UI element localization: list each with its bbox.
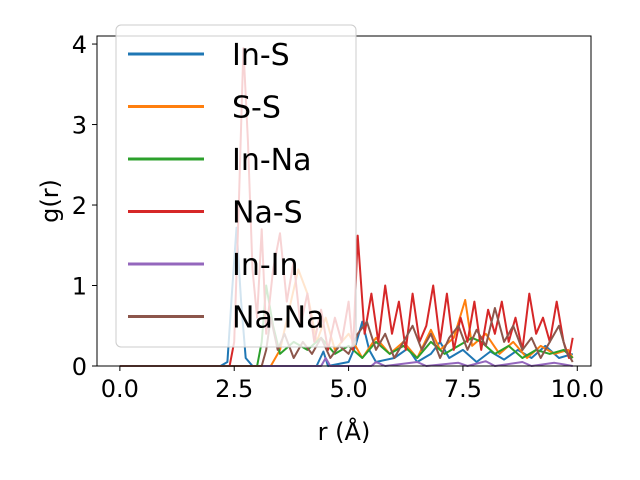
x-tick-label: 2.5 — [215, 375, 253, 403]
series-line-na-na — [119, 307, 574, 367]
legend-label-in-na: In-Na — [232, 143, 312, 178]
x-tick-label: 10.0 — [551, 375, 604, 403]
y-tick-label: 1 — [72, 273, 87, 301]
x-tick-label: 0.0 — [101, 375, 139, 403]
x-axis-label: r (Å) — [318, 417, 371, 446]
legend: In-S S-S In-Na Na-S In-In Na-Na — [115, 24, 357, 348]
y-tick-label: 4 — [72, 31, 87, 59]
y-axis-label: g(r) — [36, 179, 64, 223]
y-tick-label: 3 — [72, 112, 87, 140]
legend-label-in-s: In-S — [232, 38, 290, 73]
x-tick-label: 7.5 — [444, 375, 482, 403]
x-ticks: 0.0 2.5 5.0 7.5 10.0 — [101, 366, 604, 403]
x-tick-label: 5.0 — [329, 375, 367, 403]
y-tick-label: 2 — [72, 192, 87, 220]
legend-box — [115, 24, 357, 348]
y-tick-label: 0 — [72, 353, 87, 381]
legend-label-in-in: In-In — [232, 248, 299, 283]
legend-label-na-s: Na-S — [232, 196, 303, 231]
series-line-in-in — [119, 357, 573, 367]
y-ticks: 0 1 2 3 4 — [72, 31, 97, 381]
legend-label-na-na: Na-Na — [232, 301, 324, 336]
legend-label-s-s: S-S — [232, 91, 281, 126]
